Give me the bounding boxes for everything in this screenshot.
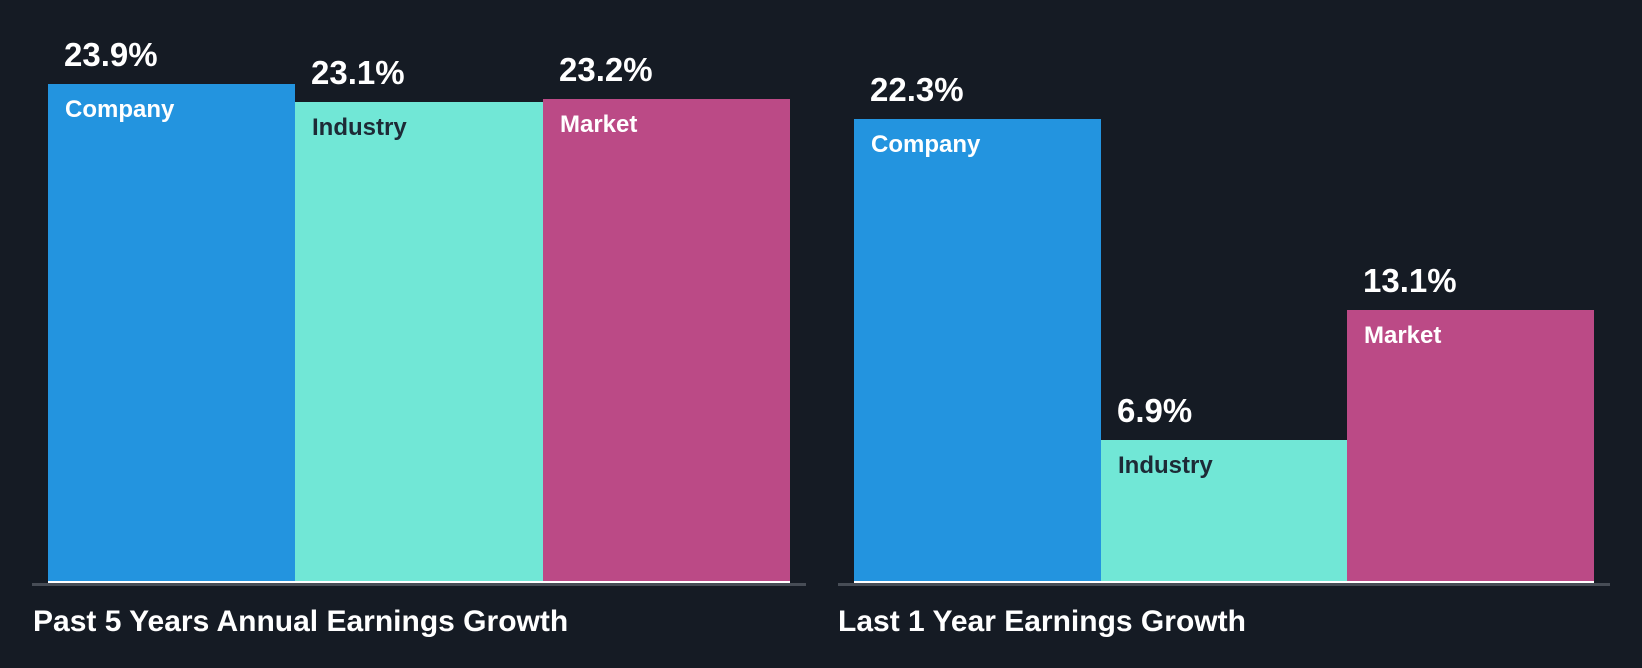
chart-title: Last 1 Year Earnings Growth: [838, 605, 1246, 638]
category-label-industry: Industry: [312, 114, 407, 141]
bar-market: Market: [1347, 310, 1594, 582]
x-axis-line: [838, 583, 1610, 586]
category-label-company: Company: [871, 131, 981, 158]
value-label-industry: 23.1%: [311, 54, 405, 91]
category-label-industry: Industry: [1118, 452, 1213, 479]
bar-baseline: [854, 581, 1594, 583]
bar-industry: Industry: [1101, 440, 1347, 582]
chart-title: Past 5 Years Annual Earnings Growth: [33, 605, 569, 638]
bar-industry: Industry: [295, 102, 543, 582]
value-label-market: 23.2%: [559, 51, 653, 88]
category-label-market: Market: [560, 111, 638, 138]
value-label-industry: 6.9%: [1117, 392, 1193, 429]
bar-company: Company: [854, 119, 1101, 582]
category-label-company: Company: [65, 96, 175, 123]
bar-baseline: [48, 581, 790, 583]
category-label-market: Market: [1364, 322, 1442, 349]
value-label-market: 13.1%: [1363, 262, 1457, 299]
value-label-company: 23.9%: [64, 36, 158, 73]
bar-company: Company: [48, 84, 295, 582]
x-axis-line: [32, 583, 806, 586]
bar-market: Market: [543, 99, 790, 582]
value-label-company: 22.3%: [870, 71, 964, 108]
chart-past-5-years: 23.9% Company 23.1% Industry 23.2% Marke…: [32, 36, 806, 638]
chart-last-1-year: 22.3% Company 6.9% Industry 13.1% Market…: [821, 0, 1642, 668]
